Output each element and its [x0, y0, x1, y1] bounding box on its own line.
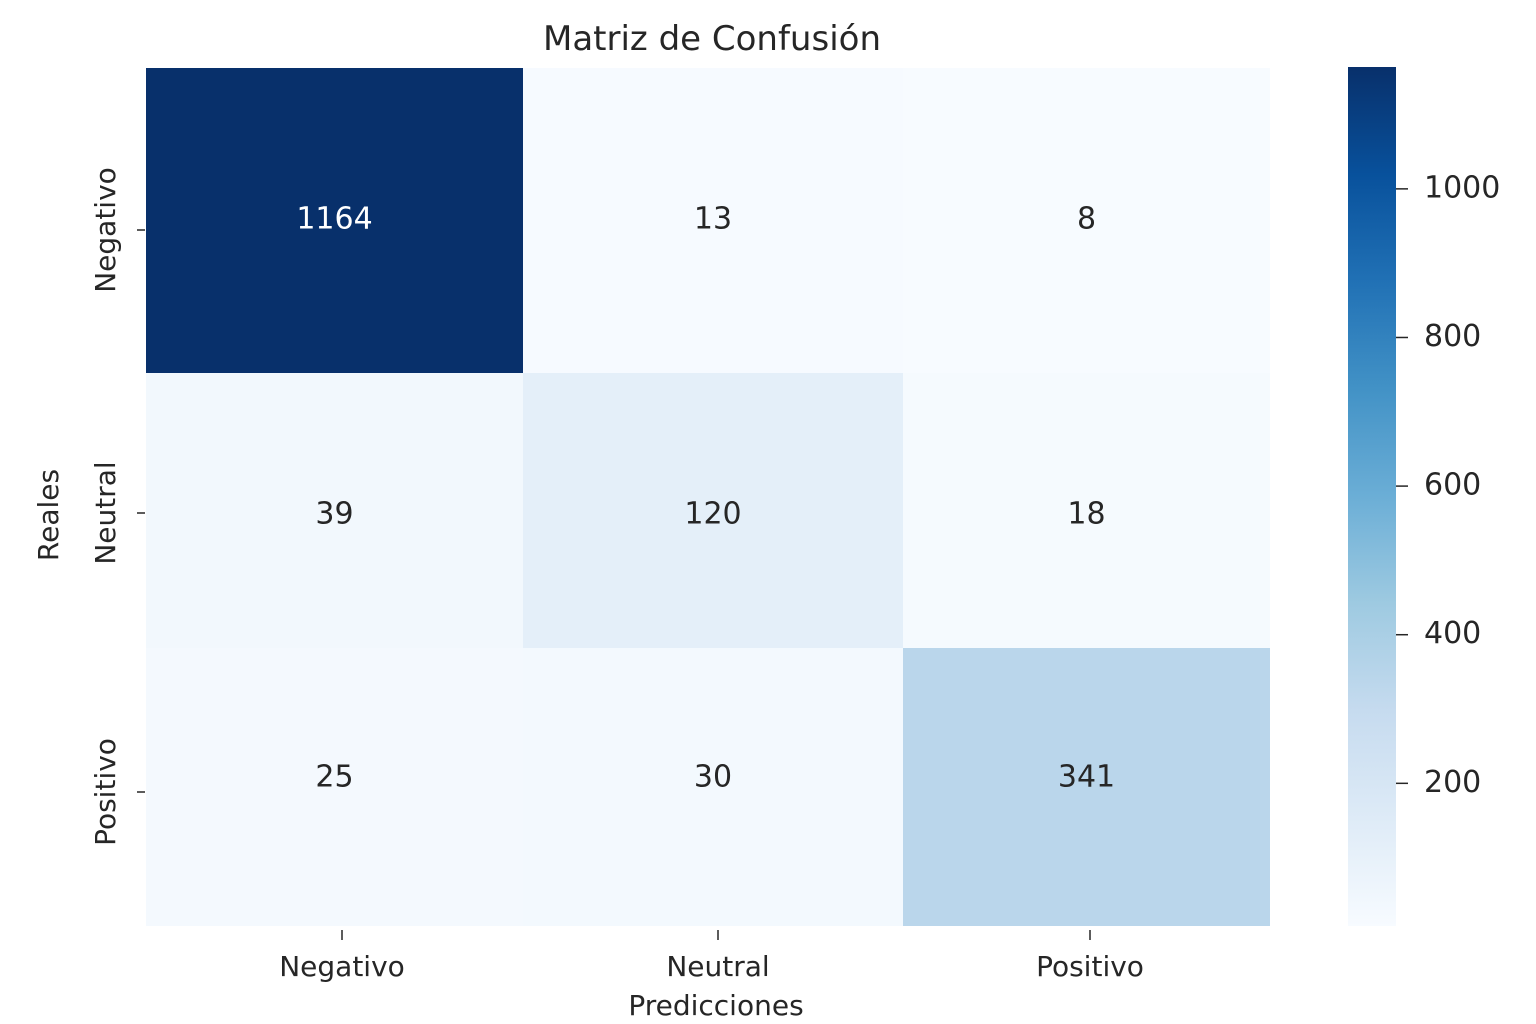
cell-r0-c2: [903, 68, 1270, 373]
cell-r2-c2: [903, 648, 1270, 926]
x-axis-label: Predicciones: [628, 989, 803, 1022]
cell-label-r0-c1: 13: [694, 202, 732, 237]
colorbar: [1348, 67, 1396, 926]
x-tick-label-0: Negativo: [279, 950, 405, 983]
y-tick-label-0: Negativo: [89, 167, 122, 293]
cell-label-r0-c0: 1164: [296, 202, 372, 237]
cell-r2-c0: [146, 648, 523, 926]
y-tick-label-1: Neutral: [89, 461, 122, 564]
cell-r0-c1: [523, 68, 903, 373]
cell-label-r2-c2: 341: [1058, 760, 1115, 795]
y-axis-label: Reales: [32, 469, 65, 561]
cell-label-r2-c0: 25: [315, 760, 353, 795]
cell-label-r1-c0: 39: [315, 497, 353, 532]
colorbar-tick-label-0: 200: [1424, 765, 1481, 800]
cell-r1-c1: [523, 373, 903, 648]
x-tick-label-2: Positivo: [1036, 950, 1144, 983]
x-tick-label-1: Neutral: [666, 950, 769, 983]
colorbar-tick-label-4: 1000: [1424, 170, 1500, 205]
cell-r2-c1: [523, 648, 903, 926]
colorbar-tick-label-1: 400: [1424, 616, 1481, 651]
y-tick-label-2: Positivo: [89, 738, 122, 846]
heatmap-cells: [146, 68, 1270, 926]
y-axis-ticks: Negativo Neutral Positivo: [89, 167, 145, 846]
cell-label-r1-c1: 120: [684, 497, 741, 532]
cell-label-r2-c1: 30: [694, 760, 732, 795]
colorbar-tick-label-2: 600: [1424, 468, 1481, 503]
chart-title: Matriz de Confusión: [543, 19, 881, 59]
colorbar-ticks: 200 400 600 800 1000: [1396, 170, 1500, 800]
colorbar-tick-label-3: 800: [1424, 319, 1481, 354]
cell-r1-c2: [903, 373, 1270, 648]
cell-label-r0-c2: 8: [1077, 202, 1096, 237]
x-axis-ticks: Negativo Neutral Positivo: [279, 930, 1144, 983]
cell-r0-c0: [146, 68, 523, 373]
cell-r1-c0: [146, 373, 523, 648]
cell-label-r1-c2: 18: [1067, 497, 1105, 532]
heatmap-cell-labels: 1164 13 8 39 120 18 25 30 341: [296, 202, 1115, 795]
